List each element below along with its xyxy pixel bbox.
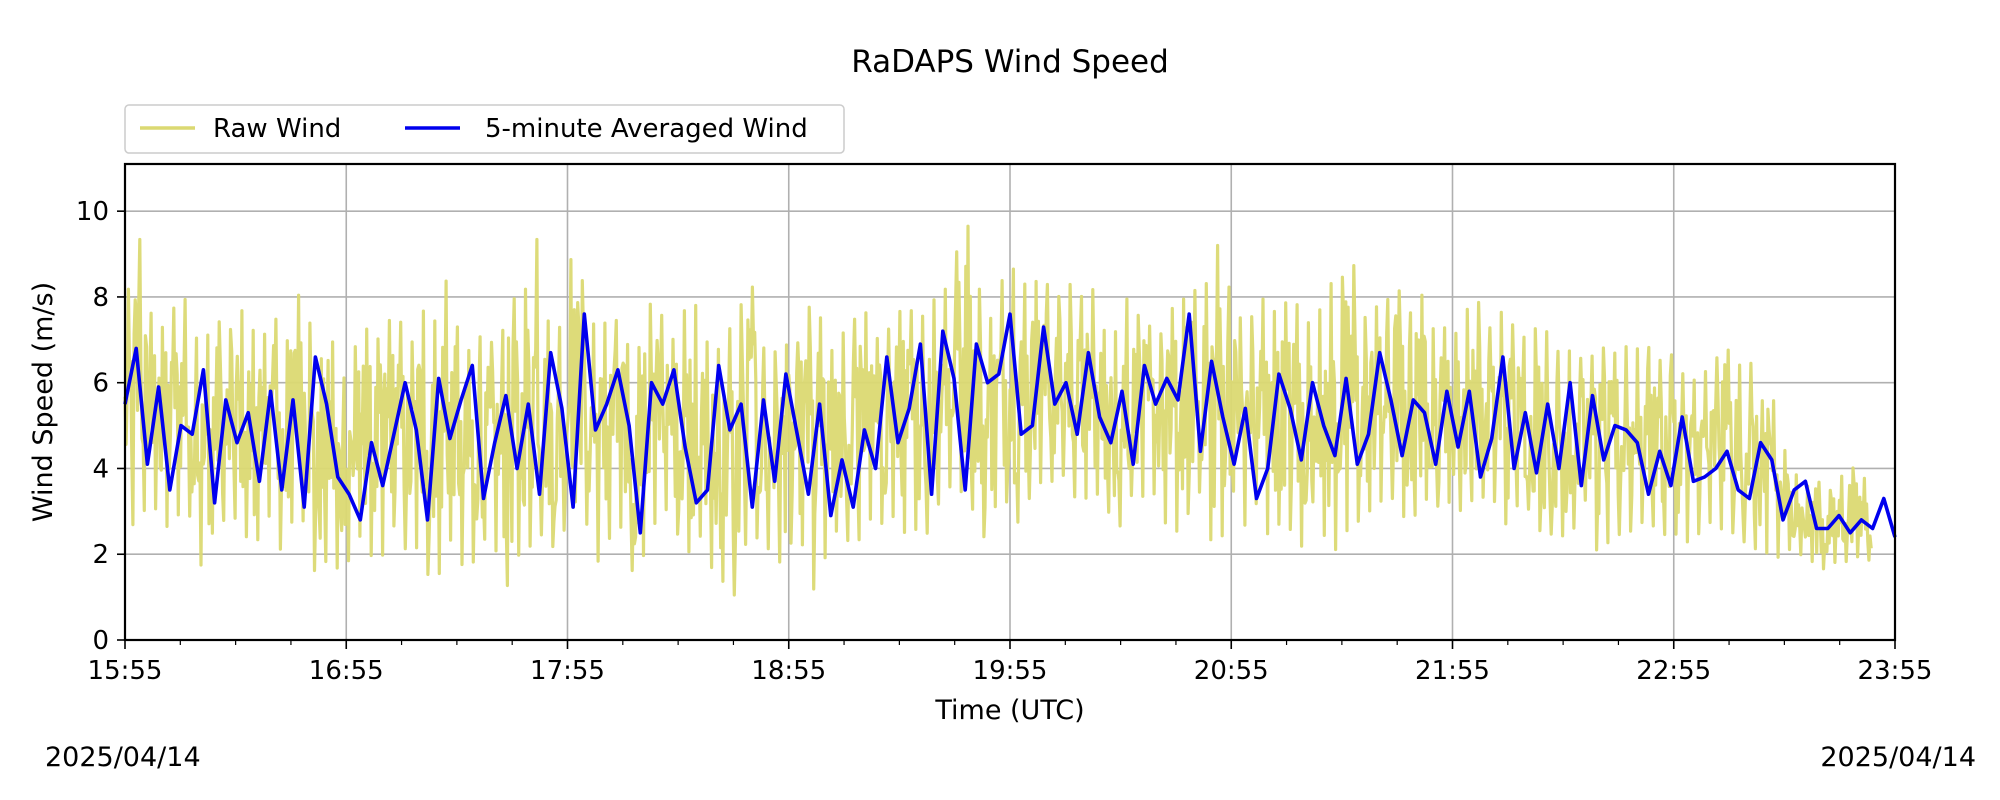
averaged-wind-line xyxy=(123,312,1897,538)
y-tick-label: 2 xyxy=(92,540,109,570)
y-axis-label: Wind Speed (m/s) xyxy=(28,282,59,522)
x-tick-label: 17:55 xyxy=(530,656,605,686)
y-tick-label: 0 xyxy=(92,626,109,656)
date-label-left: 2025/04/14 xyxy=(45,742,201,773)
date-label-right: 2025/04/14 xyxy=(1820,742,1976,773)
y-tick-label: 8 xyxy=(92,283,109,313)
averaged-wind-series xyxy=(123,312,1897,538)
x-axis: 15:55 16:55 17:55 18:55 19:55 20:55 21:55 22:55… xyxy=(88,640,1933,686)
x-tick-label: 20:55 xyxy=(1194,656,1269,686)
y-axis: 0 2 4 6 8 10 xyxy=(76,197,125,656)
raw-wind-line xyxy=(123,224,1873,597)
y-tick-label: 4 xyxy=(92,454,109,484)
raw-wind-series xyxy=(123,224,1873,597)
y-tick-label: 6 xyxy=(92,369,109,399)
x-tick-label: 16:55 xyxy=(309,656,384,686)
x-tick-label: 18:55 xyxy=(751,656,826,686)
x-tick-label: 22:55 xyxy=(1636,656,1711,686)
x-tick-label: 15:55 xyxy=(88,656,163,686)
x-tick-label: 21:55 xyxy=(1415,656,1490,686)
legend-box xyxy=(124,104,845,154)
x-axis-label: Time (UTC) xyxy=(934,695,1084,726)
x-tick-label: 23:55 xyxy=(1858,656,1933,686)
legend: Raw Wind 5-minute Averaged Wind xyxy=(124,104,845,154)
y-tick-label: 10 xyxy=(76,197,109,227)
chart-title: RaDAPS Wind Speed xyxy=(851,44,1169,80)
legend-label-averaged-wind: 5-minute Averaged Wind xyxy=(485,114,808,144)
x-tick-label: 19:55 xyxy=(973,656,1048,686)
legend-label-raw-wind: Raw Wind xyxy=(213,114,341,144)
